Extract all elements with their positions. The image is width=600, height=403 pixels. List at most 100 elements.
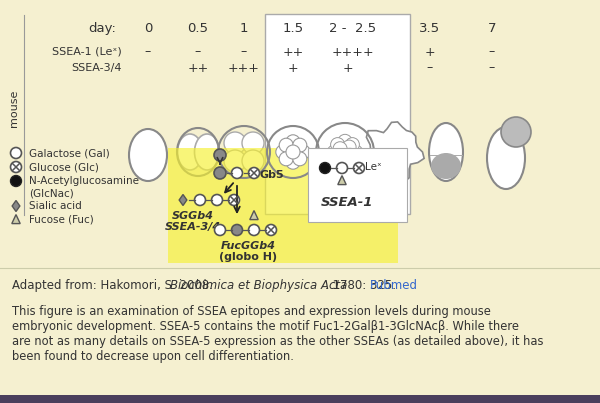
Text: been found to decrease upon cell differentiation.: been found to decrease upon cell differe… <box>12 350 294 363</box>
Text: Galactose (Gal): Galactose (Gal) <box>29 148 110 158</box>
Circle shape <box>279 152 293 166</box>
Text: +++: +++ <box>332 46 364 58</box>
Text: –: – <box>195 46 201 58</box>
Text: Fucose (Fuc): Fucose (Fuc) <box>29 215 94 225</box>
Circle shape <box>11 147 22 158</box>
Circle shape <box>353 162 365 174</box>
FancyBboxPatch shape <box>308 148 407 222</box>
Text: Gb5: Gb5 <box>260 170 284 180</box>
Circle shape <box>343 148 357 162</box>
Circle shape <box>293 152 307 166</box>
Text: –: – <box>427 62 433 75</box>
Text: 3.5: 3.5 <box>419 22 440 35</box>
Polygon shape <box>250 211 258 220</box>
Circle shape <box>337 162 347 174</box>
Circle shape <box>232 168 242 179</box>
Circle shape <box>224 132 246 154</box>
Circle shape <box>224 150 246 172</box>
Circle shape <box>338 156 352 170</box>
Circle shape <box>212 195 223 206</box>
Circle shape <box>331 152 344 166</box>
Circle shape <box>279 138 293 152</box>
Text: This figure is an examination of SSEA epitopes and expression levels during mous: This figure is an examination of SSEA ep… <box>12 305 491 318</box>
Ellipse shape <box>429 123 463 181</box>
Circle shape <box>248 168 260 179</box>
Circle shape <box>293 138 307 152</box>
Text: Sialic acid: Sialic acid <box>29 201 82 211</box>
Circle shape <box>320 162 331 174</box>
Text: ++: ++ <box>283 46 304 58</box>
Text: SSEA-3/4: SSEA-3/4 <box>165 222 221 232</box>
Text: day:: day: <box>88 22 116 35</box>
Circle shape <box>248 224 260 235</box>
Circle shape <box>338 134 352 148</box>
Circle shape <box>338 145 352 159</box>
Polygon shape <box>338 176 346 185</box>
Circle shape <box>334 150 348 164</box>
Ellipse shape <box>178 134 203 170</box>
Circle shape <box>265 224 277 235</box>
Circle shape <box>346 152 359 166</box>
Text: Adapted from: Hakomori, S. 2008.: Adapted from: Hakomori, S. 2008. <box>12 279 217 292</box>
Polygon shape <box>12 215 20 224</box>
Text: –: – <box>489 46 495 58</box>
Circle shape <box>286 155 300 169</box>
Text: +: + <box>362 46 373 58</box>
Circle shape <box>242 132 264 154</box>
Circle shape <box>296 145 310 159</box>
Bar <box>0 395 600 403</box>
Text: SSEA-1: SSEA-1 <box>321 196 373 209</box>
Circle shape <box>286 145 300 159</box>
Circle shape <box>215 224 226 235</box>
Text: –: – <box>241 46 247 58</box>
Text: SGGb4: SGGb4 <box>172 211 214 221</box>
Circle shape <box>328 145 341 159</box>
Circle shape <box>232 224 242 235</box>
Text: Leˣ: Leˣ <box>365 162 382 172</box>
Bar <box>265 14 410 214</box>
Text: 1.5: 1.5 <box>283 22 304 35</box>
Circle shape <box>214 167 226 179</box>
Circle shape <box>229 195 239 206</box>
Text: +: + <box>343 62 353 75</box>
Text: 0.5: 0.5 <box>187 22 209 35</box>
Text: embryonic development. SSEA-5 contains the motif Fuc1-2Galβ1-3GlcNAcβ. While the: embryonic development. SSEA-5 contains t… <box>12 320 519 333</box>
Text: –: – <box>145 46 151 58</box>
Polygon shape <box>12 201 20 212</box>
Text: SSEA-1 (Leˣ): SSEA-1 (Leˣ) <box>52 47 122 57</box>
Circle shape <box>346 137 359 152</box>
Text: ++: ++ <box>187 62 209 75</box>
Circle shape <box>501 117 531 147</box>
Text: +: + <box>287 62 298 75</box>
Text: SSEA-3/4: SSEA-3/4 <box>71 63 122 73</box>
Text: 1: 1 <box>240 22 248 35</box>
Circle shape <box>11 162 22 172</box>
Bar <box>168 148 398 263</box>
Polygon shape <box>179 195 187 206</box>
Circle shape <box>331 137 344 152</box>
Ellipse shape <box>487 127 525 189</box>
Text: Biochimica et Biophysica Acta: Biochimica et Biophysica Acta <box>170 279 347 292</box>
Circle shape <box>276 145 290 159</box>
Text: N-Acetylglucosamine: N-Acetylglucosamine <box>29 176 139 186</box>
Text: FucGGb4: FucGGb4 <box>221 241 275 251</box>
Circle shape <box>349 145 362 159</box>
Text: 7: 7 <box>488 22 496 35</box>
Text: 2 -  2.5: 2 - 2.5 <box>329 22 377 35</box>
Ellipse shape <box>194 134 220 170</box>
Circle shape <box>214 149 226 161</box>
Text: Pubmed: Pubmed <box>370 279 418 292</box>
Ellipse shape <box>431 153 461 179</box>
Circle shape <box>11 175 22 187</box>
Text: (GlcNac): (GlcNac) <box>29 189 74 199</box>
Text: Glucose (Glc): Glucose (Glc) <box>29 162 99 172</box>
Circle shape <box>342 140 356 154</box>
Text: +++: +++ <box>228 62 260 75</box>
Circle shape <box>194 195 205 206</box>
Text: are not as many details on SSEA-5 expression as the other SSEAs (as detailed abo: are not as many details on SSEA-5 expres… <box>12 335 544 348</box>
Text: mouse: mouse <box>9 89 19 127</box>
Text: 0: 0 <box>144 22 152 35</box>
Circle shape <box>333 142 347 156</box>
Text: (globo H): (globo H) <box>219 252 277 262</box>
Ellipse shape <box>129 129 167 181</box>
